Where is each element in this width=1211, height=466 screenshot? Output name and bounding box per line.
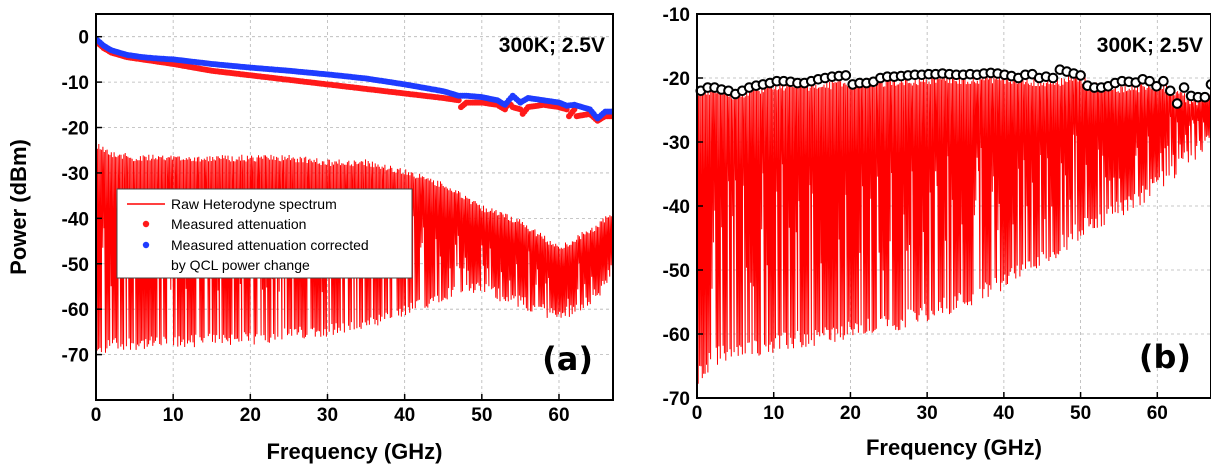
panel-label: (b): [1139, 338, 1191, 376]
x-tick-label: 10: [763, 403, 784, 424]
y-tick-label: -30: [62, 164, 89, 185]
y-axis-title: Power (dBm): [6, 139, 31, 275]
x-tick-label: 10: [163, 405, 184, 426]
y-tick-label: -20: [62, 119, 89, 140]
x-tick-label: 60: [1147, 403, 1168, 424]
peak-marker: [1047, 72, 1059, 84]
peak-marker: [1178, 82, 1190, 93]
peak-marker: [1144, 75, 1155, 87]
y-tick-label: 0: [78, 28, 89, 49]
peak-marker: [1165, 85, 1176, 97]
peak-marker: [1171, 98, 1183, 109]
legend: Raw Heterodyne spectrum Measured attenua…: [116, 188, 413, 279]
x-axis-title: Frequency (GHz): [266, 439, 442, 464]
legend-attenuation-dot-icon: [142, 220, 150, 228]
x-tick-label: 20: [240, 405, 261, 426]
condition-label: 300K; 2.5V: [499, 34, 605, 57]
y-tick-label: -40: [62, 209, 89, 230]
y-tick-label: -60: [663, 325, 690, 346]
x-tick-label: 30: [917, 403, 938, 424]
x-tick-label: 50: [1070, 403, 1091, 424]
y-tick-label: -30: [663, 133, 690, 154]
panel-b: 0 10 20 30 40 50 60 -10 -20 -30 -40 -50 -60 -70 Freque…: [663, 5, 1211, 460]
legend-box: [116, 188, 413, 279]
x-tick-label: 20: [840, 403, 861, 424]
y-tick-label: -70: [663, 389, 690, 410]
peak-marker: [1199, 91, 1211, 103]
plot-frame: [95, 13, 614, 401]
peak-marker: [1151, 81, 1162, 92]
y-tick-label: -50: [62, 255, 89, 276]
legend-attenuation-label: Measured attenuation: [171, 216, 306, 232]
panel-label: (a): [542, 340, 593, 378]
peak-marker: [1158, 75, 1169, 87]
legend-corrected-dot-icon: [142, 241, 150, 249]
y-tick-label: -40: [663, 197, 690, 218]
y-tick-label: -60: [62, 300, 89, 321]
attenuation-point: [455, 97, 462, 104]
y-tick-label: -20: [663, 69, 690, 90]
peak-marker: [1075, 70, 1086, 81]
legend-raw-label: Raw Heterodyne spectrum: [171, 196, 337, 212]
condition-label: 300K; 2.5V: [1097, 34, 1203, 57]
x-tick-label: 30: [317, 405, 338, 426]
x-tick-label: 60: [548, 405, 569, 426]
comb-spectrum-line: [697, 74, 1211, 384]
x-tick-label: 0: [91, 405, 102, 426]
x-tick-label: 50: [471, 405, 492, 426]
legend-corrected-label-line2: by QCL power change: [171, 257, 310, 273]
legend-corrected-label-line1: Measured attenuation corrected: [171, 237, 369, 253]
y-tick-label: -10: [62, 73, 89, 94]
x-axis-title: Frequency (GHz): [866, 435, 1042, 460]
x-tick-label: 40: [993, 403, 1014, 424]
x-tick-label: 0: [692, 403, 703, 424]
x-tick-label: 40: [394, 405, 415, 426]
y-tick-label: -50: [663, 261, 690, 282]
peak-marker: [840, 70, 852, 81]
y-tick-label: -70: [62, 346, 89, 367]
y-tick-label: -10: [663, 5, 690, 26]
